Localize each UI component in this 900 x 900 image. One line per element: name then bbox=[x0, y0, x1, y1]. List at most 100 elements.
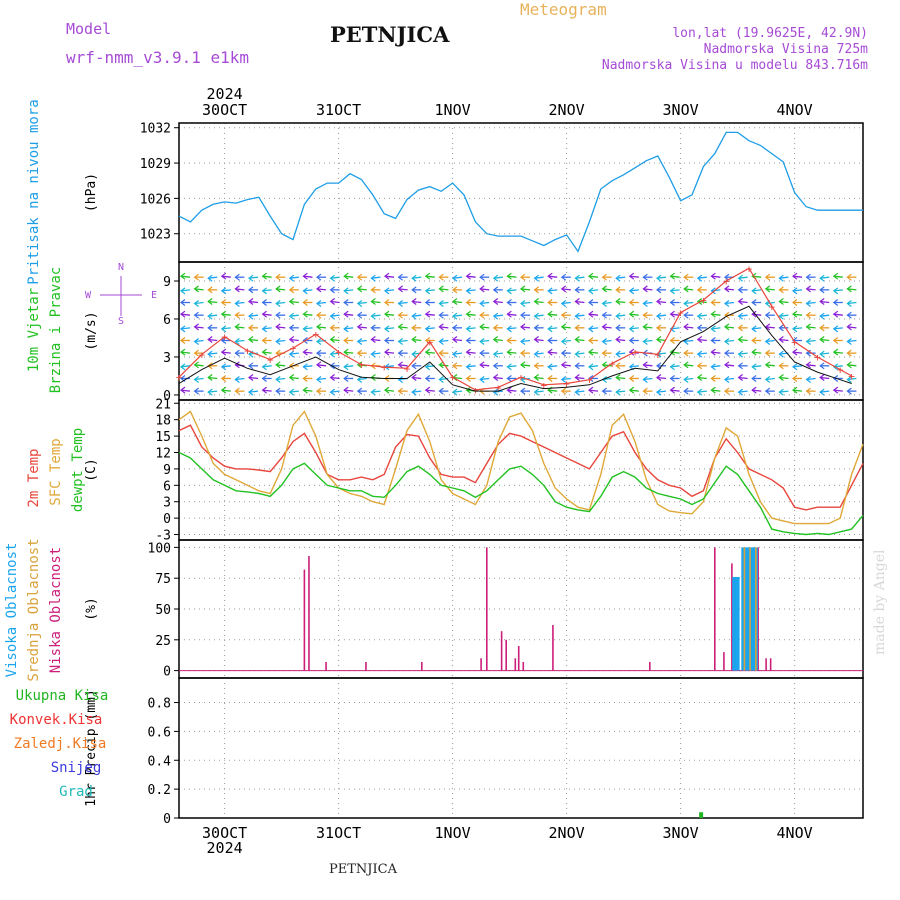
wind-arrow bbox=[412, 338, 422, 342]
wind-arrowhead bbox=[533, 336, 539, 343]
cloud-bar bbox=[743, 547, 746, 671]
wind-arrowhead bbox=[302, 310, 308, 318]
wind-speed-marker: + bbox=[654, 348, 661, 361]
wind-arrowhead bbox=[438, 300, 444, 307]
wind-arrow bbox=[534, 276, 544, 279]
wind-arrowhead bbox=[234, 323, 240, 331]
wind-arrowhead bbox=[615, 388, 621, 396]
wind-arrowhead bbox=[588, 374, 594, 382]
wind-arrowhead bbox=[846, 338, 852, 345]
wind-arrow bbox=[276, 377, 286, 381]
panel-frame bbox=[178, 539, 864, 679]
wind-arrowhead bbox=[846, 375, 852, 383]
wind-arrowhead bbox=[588, 299, 594, 306]
wind-arrowhead bbox=[656, 312, 662, 320]
wind-arrow bbox=[738, 300, 748, 304]
wind-arrowhead bbox=[737, 324, 743, 332]
wind-arrowhead bbox=[452, 336, 458, 343]
wind-arrowhead bbox=[724, 285, 730, 293]
wind-arrow bbox=[548, 289, 558, 292]
wind-arrowhead bbox=[356, 361, 363, 369]
wind-arrowhead bbox=[193, 387, 199, 395]
wind-arrow bbox=[289, 390, 299, 393]
wind-arrowhead bbox=[424, 299, 431, 306]
wind-arrowhead bbox=[737, 373, 743, 381]
wind-side-label-1: 10m Vjetar bbox=[26, 288, 42, 372]
cloud-bar bbox=[769, 658, 772, 671]
wind-arrowhead bbox=[465, 299, 471, 306]
compass-n: N bbox=[118, 262, 124, 273]
wind-arrow bbox=[588, 351, 599, 354]
coords-label: lon,lat (19.9625E, 42.9N) bbox=[672, 26, 868, 41]
wind-arrowhead bbox=[180, 310, 186, 318]
wind-arrow bbox=[289, 352, 299, 355]
wind-arrow bbox=[738, 376, 748, 380]
wind-arrowhead bbox=[411, 312, 417, 320]
wind-arrowhead bbox=[220, 386, 227, 394]
wind-arrowhead bbox=[588, 310, 594, 318]
y-tick-label: 3 bbox=[163, 351, 171, 366]
wind-arrow bbox=[412, 300, 422, 304]
wind-arrow bbox=[262, 389, 272, 392]
bottom-day-label: 30OCT bbox=[202, 824, 247, 842]
wind-arrow bbox=[289, 338, 299, 342]
wind-arrowhead bbox=[601, 273, 607, 281]
wind-arrowhead bbox=[764, 323, 771, 331]
wind-arrow bbox=[507, 351, 517, 354]
wind-arrowhead bbox=[724, 387, 730, 395]
wind-speed-marker: + bbox=[426, 336, 433, 349]
wind-arrow bbox=[248, 338, 259, 342]
cloud-bar bbox=[486, 547, 488, 671]
wind-arrowhead bbox=[506, 348, 512, 356]
wind-arrow bbox=[724, 364, 735, 367]
wind-arrowhead bbox=[261, 299, 267, 306]
wind-arrow bbox=[180, 351, 191, 354]
wind-speed-marker: + bbox=[814, 351, 821, 364]
wind-arrow bbox=[684, 364, 694, 367]
wind-arrowhead bbox=[547, 287, 553, 295]
wind-arrowhead bbox=[805, 361, 811, 369]
wind-arrow bbox=[833, 275, 843, 278]
wind-speed-marker: + bbox=[677, 307, 684, 320]
wind-arrowhead bbox=[819, 336, 825, 343]
wind-arrowhead bbox=[316, 375, 322, 383]
wind-speed-marker: + bbox=[335, 346, 342, 359]
y-axis-label: (m/s) bbox=[84, 311, 99, 350]
wind-arrowhead bbox=[465, 348, 471, 356]
wind-arrowhead bbox=[316, 285, 322, 293]
wind-arrowhead bbox=[669, 386, 675, 394]
wind-arrowhead bbox=[492, 336, 499, 343]
wind-arrow bbox=[575, 390, 585, 393]
wind-arrow bbox=[276, 301, 286, 305]
wind-arrowhead bbox=[615, 362, 621, 370]
wind-arrow bbox=[656, 376, 667, 380]
wind-arrow bbox=[711, 351, 721, 354]
wind-arrow bbox=[752, 351, 762, 354]
wind-arrow bbox=[738, 276, 748, 279]
wind-arrow bbox=[779, 314, 789, 317]
wind-arrowhead bbox=[288, 336, 295, 343]
wind-arrow bbox=[833, 327, 843, 330]
wind-arrow bbox=[371, 276, 381, 279]
wind-arrow bbox=[452, 276, 463, 279]
wind-arrow bbox=[806, 377, 816, 381]
wind-arrowhead bbox=[601, 285, 607, 293]
wind-arrow bbox=[820, 352, 830, 355]
wind-arrowhead bbox=[628, 310, 635, 318]
wind-arrowhead bbox=[397, 311, 403, 319]
wind-arrow bbox=[779, 300, 789, 304]
wind-arrowhead bbox=[261, 348, 267, 356]
wind-arrow bbox=[752, 289, 762, 292]
wind-arrowhead bbox=[737, 336, 743, 343]
wind-arrowhead bbox=[302, 287, 308, 295]
compass-w: W bbox=[85, 290, 92, 301]
wind-arrowhead bbox=[370, 388, 376, 396]
wind-arrow bbox=[697, 338, 707, 342]
wind-arrowhead bbox=[207, 312, 213, 320]
wind-arrowhead bbox=[424, 287, 431, 295]
wind-arrow bbox=[616, 314, 626, 317]
wind-arrow bbox=[289, 300, 299, 304]
wind-arrowhead bbox=[288, 312, 295, 320]
wind-arrowhead bbox=[397, 349, 403, 357]
